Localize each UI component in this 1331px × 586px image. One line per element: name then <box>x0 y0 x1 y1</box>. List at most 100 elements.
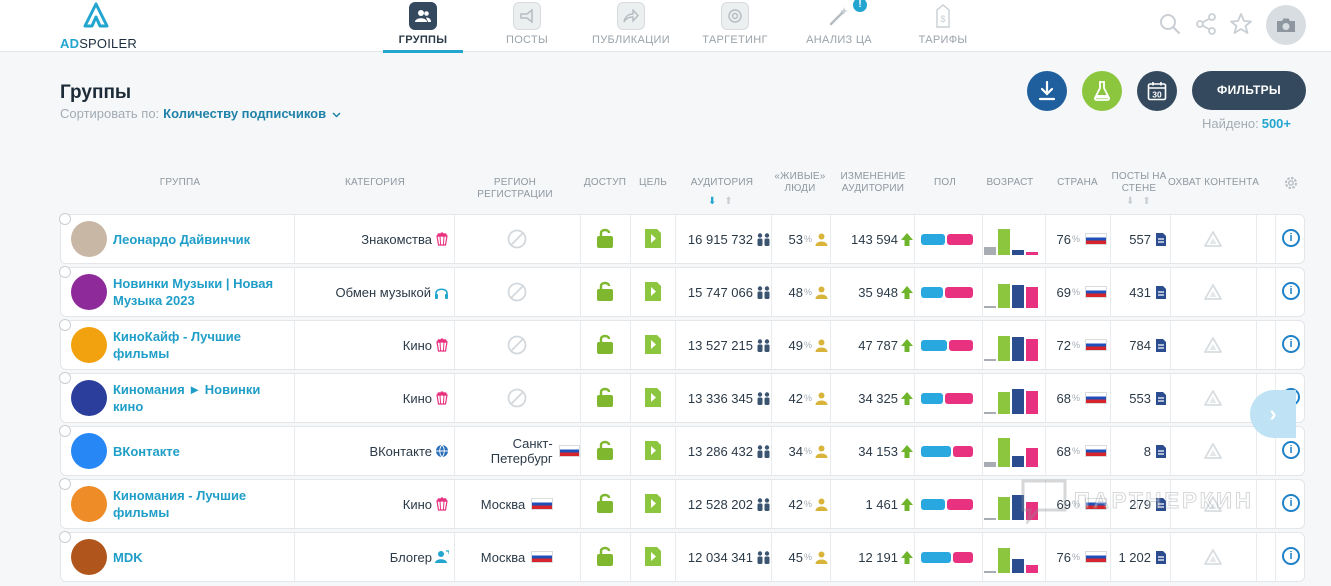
hide-row-button[interactable] <box>59 425 71 437</box>
table-row[interactable]: Леонардо Дайвинчик Знакомства 16 915 732 53… <box>59 213 1305 264</box>
col-age[interactable]: ВОЗРАСТ <box>986 177 1034 188</box>
hide-row-button[interactable] <box>59 266 71 278</box>
calendar-button[interactable]: 30 <box>1137 71 1177 111</box>
table-row[interactable]: Новинки Музыки | Новая Музыка 2023 Обмен … <box>59 266 1305 317</box>
table-row[interactable]: ВКонтакте ВКонтакте Санкт-Петербург 13 286 … <box>59 425 1305 476</box>
col-posts[interactable]: ПОСТЫ НА СТЕНЕ <box>1111 171 1167 194</box>
nav-groups[interactable]: ГРУППЫ <box>383 0 463 53</box>
info-icon[interactable]: i <box>1282 229 1300 247</box>
info-icon[interactable]: i <box>1282 335 1300 353</box>
group-name-link[interactable]: Киномания - Лучшие фильмы <box>113 488 247 520</box>
posts-sort-arrows[interactable]: ⬇ ⬆ <box>1126 196 1151 207</box>
info-icon[interactable]: i <box>1282 441 1300 459</box>
group-name-link[interactable]: Киномания ► Новинки кино <box>113 382 261 414</box>
col-sex[interactable]: ПОЛ <box>933 177 957 188</box>
sort-control[interactable]: Сортировать по: Количеству подписчиков <box>60 106 341 121</box>
cell-divider <box>454 427 455 475</box>
nav-targeting[interactable]: ТАРГЕТИНГ <box>702 0 768 52</box>
cell-divider <box>580 533 581 581</box>
age-bar <box>984 462 996 467</box>
col-reach[interactable]: ОХВАТ КОНТЕНТА <box>1168 177 1260 188</box>
gear-icon[interactable] <box>1283 175 1299 191</box>
share-icon[interactable] <box>1194 12 1218 36</box>
arrow-up-icon <box>901 444 913 458</box>
col-goal[interactable]: ЦЕЛЬ <box>639 177 667 188</box>
col-change[interactable]: ИЗМЕНЕНИЕ АУДИТОРИИ <box>840 171 906 194</box>
goal-icon <box>645 441 661 460</box>
goal <box>645 335 661 359</box>
scroll-right-button[interactable]: › <box>1250 390 1296 438</box>
info-icon[interactable]: i <box>1282 547 1300 565</box>
hide-row-button[interactable] <box>59 478 71 490</box>
search-icon[interactable] <box>1158 12 1182 36</box>
russia-flag-icon <box>1085 233 1107 245</box>
lab-button[interactable] <box>1082 71 1122 111</box>
goal-icon <box>645 547 661 566</box>
group-name-link[interactable]: Леонардо Дайвинчик <box>113 231 251 247</box>
hide-row-button[interactable] <box>59 319 71 331</box>
info-icon[interactable]: i <box>1282 282 1300 300</box>
age-chart <box>984 533 1040 581</box>
avatar[interactable] <box>71 221 107 257</box>
cell-divider <box>294 374 295 422</box>
avatar[interactable] <box>71 380 107 416</box>
cell-divider <box>1275 268 1276 316</box>
arrow-up-icon <box>901 550 913 564</box>
group-name-link[interactable]: Новинки Музыки | Новая Музыка 2023 <box>113 276 274 308</box>
logo[interactable]: ADSPOILER <box>60 2 140 51</box>
reach-icon <box>1204 337 1222 358</box>
col-audience[interactable]: АУДИТОРИЯ <box>690 177 754 188</box>
avatar[interactable] <box>71 486 107 522</box>
goal <box>645 388 661 412</box>
age-bar <box>984 247 996 255</box>
russia-flag-icon <box>558 445 580 457</box>
reach-icon <box>1204 496 1222 517</box>
avatar[interactable] <box>71 433 107 469</box>
document-icon <box>1156 444 1166 458</box>
wall-posts: 784 <box>1129 321 1167 369</box>
hide-row-button[interactable] <box>59 372 71 384</box>
live-people: 48% <box>789 268 828 316</box>
nav-audience-analysis[interactable]: ! АНАЛИЗ ЦА <box>804 0 874 52</box>
access-lock <box>596 281 614 306</box>
cell-divider <box>1110 215 1111 263</box>
hide-row-button[interactable] <box>59 531 71 543</box>
table-row[interactable]: MDK Блогер Москва 12 034 341 45% 12 191 76% 1 2… <box>59 531 1305 582</box>
col-region[interactable]: РЕГИОН РЕГИСТРАЦИИ <box>477 177 553 200</box>
info-icon[interactable]: i <box>1282 494 1300 512</box>
avatar[interactable] <box>71 539 107 575</box>
col-group[interactable]: ГРУППА <box>159 177 201 188</box>
avatar[interactable] <box>71 274 107 310</box>
download-button[interactable] <box>1027 71 1067 111</box>
col-live[interactable]: «ЖИВЫЕ» ЛЮДИ <box>774 171 826 194</box>
filters-button[interactable]: ФИЛЬТРЫ <box>1192 71 1306 110</box>
cell-divider <box>771 427 772 475</box>
cell-divider <box>830 268 831 316</box>
group-name-link[interactable]: КиноКайф - Лучшие фильмы <box>113 329 241 361</box>
sex-ratio-bar <box>921 552 973 563</box>
nav-label: ТАРГЕТИНГ <box>702 34 768 46</box>
screenshot-button[interactable] <box>1266 5 1306 45</box>
nav-label: ПОСТЫ <box>506 34 548 46</box>
col-country[interactable]: СТРАНА <box>1057 177 1098 188</box>
goal <box>645 229 661 253</box>
nav-tariffs[interactable]: $ ТАРИФЫ <box>914 0 972 52</box>
avatar[interactable] <box>71 327 107 363</box>
nav-posts[interactable]: ПОСТЫ <box>497 0 557 52</box>
open-lock-icon <box>597 493 613 513</box>
table-row[interactable]: Киномания - Лучшие фильмы Кино Москва 12 52… <box>59 478 1305 529</box>
col-category[interactable]: КАТЕГОРИЯ <box>344 177 405 188</box>
found-count: Найдено: 500+ <box>1202 116 1292 131</box>
group-name-link[interactable]: MDK <box>113 549 143 565</box>
star-icon[interactable] <box>1229 12 1253 36</box>
nav-publications[interactable]: ПУБЛИКАЦИИ <box>590 0 672 52</box>
reach-icon <box>1204 443 1222 459</box>
male-share <box>921 446 951 457</box>
table-row[interactable]: Киномания ► Новинки кино Кино 13 336 345 42… <box>59 372 1305 423</box>
hide-row-button[interactable] <box>59 213 71 225</box>
audience-sort-arrows[interactable]: ⬇ ⬆ <box>708 196 733 207</box>
group-name-link[interactable]: ВКонтакте <box>113 443 180 459</box>
sort-value[interactable]: Количеству подписчиков <box>163 106 327 121</box>
table-row[interactable]: КиноКайф - Лучшие фильмы Кино 13 527 215 49… <box>59 319 1305 370</box>
col-access[interactable]: ДОСТУП <box>583 177 627 188</box>
